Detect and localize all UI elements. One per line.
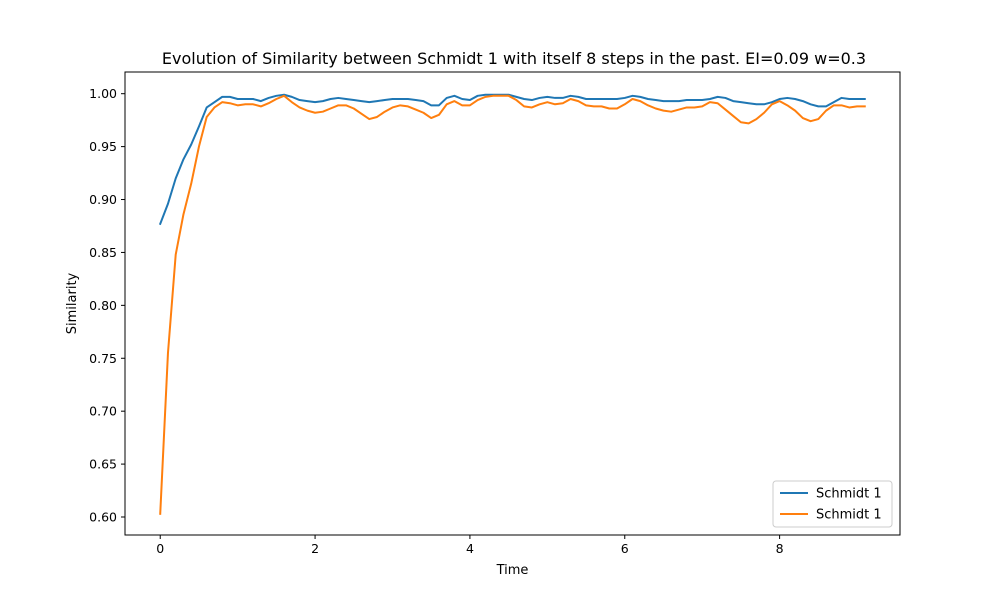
- series-line-2: [159, 94, 866, 515]
- x-tick-label: 2: [311, 541, 319, 556]
- legend-label-series-2: Schmidt 1: [816, 508, 882, 523]
- plot-area: [158, 93, 866, 515]
- y-tick-label: 1.00: [89, 86, 117, 101]
- y-tick-label: 0.95: [89, 139, 117, 154]
- y-tick-label: 0.80: [89, 298, 117, 313]
- x-tick-label: 6: [621, 541, 629, 556]
- axes-frame: [124, 71, 901, 536]
- x-axis: 0 2 4 6 8: [156, 535, 784, 556]
- y-tick-label: 0.70: [89, 404, 117, 419]
- legend: Schmidt 1 Schmidt 1: [772, 480, 893, 528]
- chart-title: Evolution of Similarity between Schmidt …: [162, 49, 866, 68]
- y-axis-label: Similarity: [65, 272, 80, 334]
- y-tick-label: 0.75: [89, 351, 117, 366]
- x-tick-label: 0: [156, 541, 164, 556]
- y-tick-label: 0.90: [89, 192, 117, 207]
- legend-label-series-1: Schmidt 1: [816, 487, 882, 502]
- x-axis-label: Time: [496, 563, 529, 578]
- y-tick-label: 0.60: [89, 510, 117, 525]
- x-tick-label: 4: [466, 541, 474, 556]
- x-tick-label: 8: [776, 541, 784, 556]
- y-axis: 0.60 0.65 0.70 0.75 0.80 0.85 0.90 0.95 1.00: [89, 86, 125, 525]
- series-line-1: [158, 93, 866, 226]
- y-tick-label: 0.85: [89, 245, 117, 260]
- y-tick-label: 0.65: [89, 457, 117, 472]
